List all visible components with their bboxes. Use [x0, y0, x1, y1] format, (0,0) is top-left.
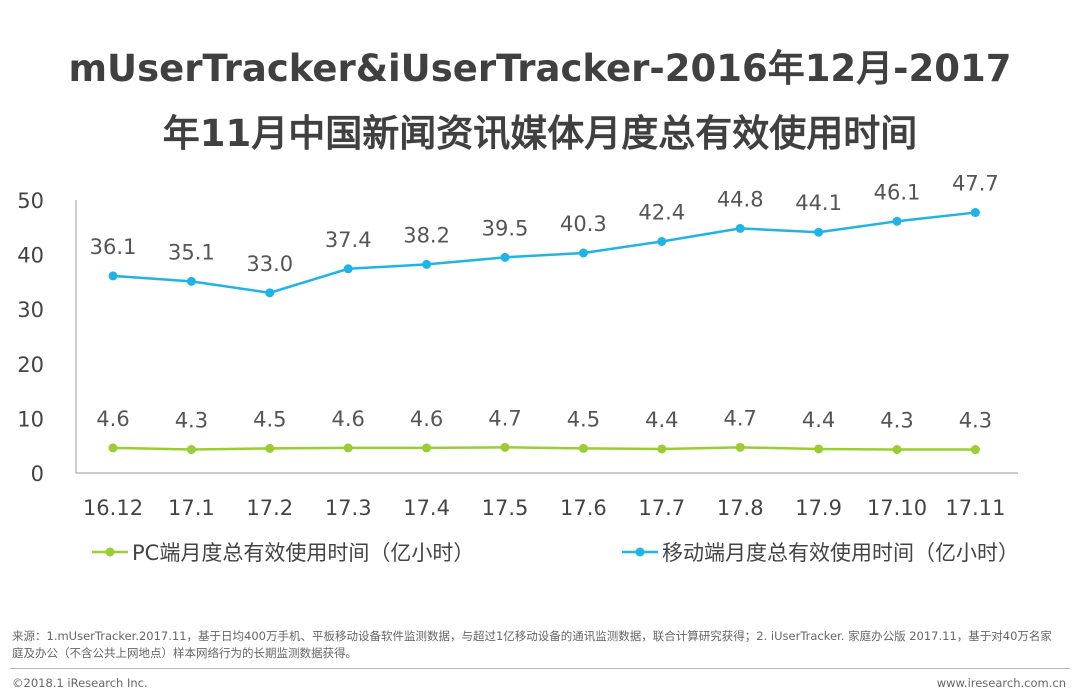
data-point [814, 227, 824, 237]
y-tick-label: 40 [17, 244, 44, 268]
data-label: 38.2 [403, 223, 450, 247]
data-point [892, 445, 902, 455]
x-tick-label: 16.12 [83, 496, 143, 520]
x-tick-label: 17.11 [945, 496, 1005, 520]
data-label: 4.5 [253, 407, 286, 431]
data-point [814, 444, 824, 454]
data-point [735, 442, 745, 452]
data-label: 4.3 [880, 409, 913, 433]
x-tick-label: 17.5 [482, 496, 529, 520]
data-point [500, 442, 510, 452]
data-point [265, 288, 275, 298]
data-label: 46.1 [874, 180, 921, 204]
data-point [108, 443, 118, 453]
data-label: 4.4 [802, 408, 835, 432]
data-point [578, 248, 588, 258]
footer-divider [10, 668, 1070, 669]
legend-marker-1 [105, 547, 115, 557]
x-tick-label: 17.9 [795, 496, 842, 520]
data-label: 42.4 [638, 200, 685, 224]
data-label: 4.3 [175, 409, 208, 433]
y-tick-label: 10 [17, 407, 44, 431]
data-label: 44.8 [717, 187, 764, 211]
data-point [735, 223, 745, 233]
y-tick-label: 0 [31, 462, 44, 486]
data-point [657, 444, 667, 454]
data-label: 4.6 [331, 407, 364, 431]
data-point [186, 445, 196, 455]
data-point [265, 443, 275, 453]
series-line-1 [112, 446, 976, 451]
data-label: 36.1 [90, 235, 137, 259]
x-tick-label: 17.1 [168, 496, 215, 520]
legend-label-2: 移动端月度总有效使用时间（亿小时） [662, 541, 1019, 565]
legend-marker-2 [635, 547, 645, 557]
data-label: 4.5 [567, 407, 600, 431]
y-tick-label: 20 [17, 353, 44, 377]
data-label: 40.3 [560, 212, 607, 236]
x-tick-label: 17.8 [717, 496, 764, 520]
data-point [108, 271, 118, 281]
data-point [892, 216, 902, 226]
series-line-2 [112, 211, 976, 295]
data-point [343, 443, 353, 453]
data-point [970, 208, 980, 218]
data-label: 47.7 [952, 172, 999, 196]
x-tick-label: 17.10 [867, 496, 927, 520]
x-tick-label: 17.6 [560, 496, 607, 520]
source-note: 来源：1.mUserTracker.2017.11，基于日均400万手机、平板移… [12, 629, 1052, 660]
data-point [422, 443, 432, 453]
data-label: 4.7 [488, 406, 521, 430]
data-label: 4.4 [645, 408, 678, 432]
data-point [500, 252, 510, 262]
data-point [970, 445, 980, 455]
y-tick-label: 30 [17, 298, 44, 322]
data-label: 35.1 [168, 240, 215, 264]
data-point [578, 443, 588, 453]
x-tick-label: 17.4 [403, 496, 450, 520]
x-tick-label: 17.3 [325, 496, 372, 520]
data-point [657, 236, 667, 246]
data-label: 39.5 [482, 216, 529, 240]
chart-title-line-1: mUserTracker&iUserTracker-2016年12月-2017 [68, 47, 1012, 90]
data-label: 4.3 [959, 409, 992, 433]
line-chart: 0 10 20 30 40 50 16.12 17.1 17.2 17.3 17.4 17.5 17.6… [17, 172, 1019, 565]
data-label: 33.0 [246, 252, 293, 276]
data-label: 4.7 [723, 406, 756, 430]
data-point [422, 259, 432, 269]
website-text: www.iresearch.com.cn [936, 676, 1066, 690]
data-label: 4.6 [410, 407, 443, 431]
data-point [186, 276, 196, 286]
x-tick-label: 17.2 [246, 496, 293, 520]
data-point [343, 264, 353, 274]
x-tick-label: 17.7 [638, 496, 685, 520]
copyright-text: ©2018.1 iResearch Inc. [12, 676, 148, 690]
legend-label-1: PC端月度总有效使用时间（亿小时） [132, 541, 474, 565]
data-label: 44.1 [795, 191, 842, 215]
chart-title-line-2: 年11月中国新闻资讯媒体月度总有效使用时间 [162, 112, 918, 155]
y-tick-label: 50 [17, 189, 44, 213]
data-label: 37.4 [325, 228, 372, 252]
data-label: 4.6 [96, 407, 129, 431]
